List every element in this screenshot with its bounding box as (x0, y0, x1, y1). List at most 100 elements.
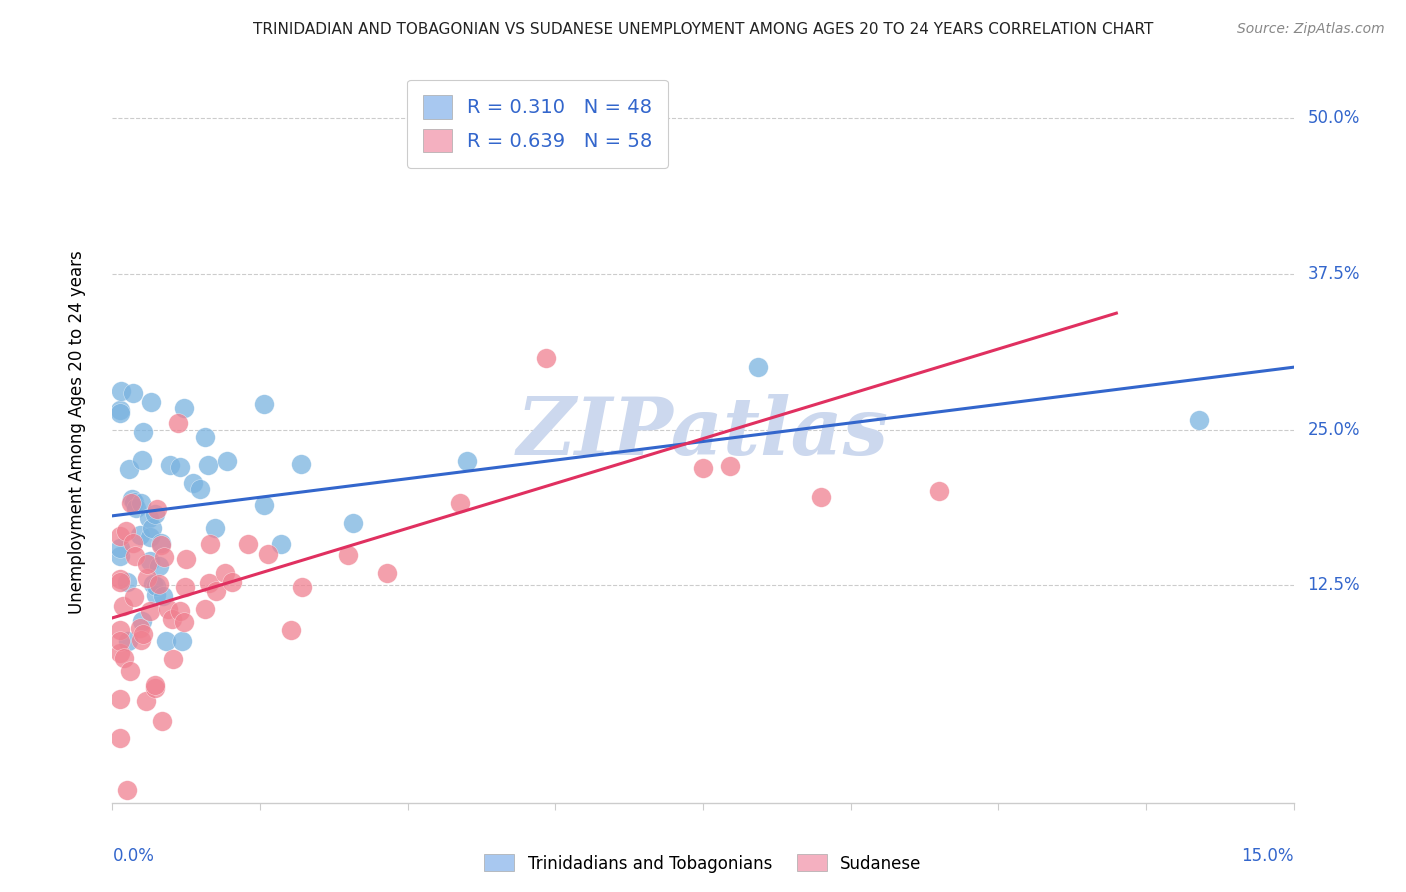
Point (253, 499, 276, 513)
Point (169, 604, 191, 618)
Point (152, 589, 174, 603)
Point (150, 538, 173, 552)
Point (718, 458, 741, 473)
Point (198, 576, 221, 591)
Point (236, 537, 259, 551)
Point (125, 501, 148, 516)
Point (142, 577, 165, 591)
Point (131, 453, 153, 467)
Point (145, 579, 167, 593)
Point (188, 482, 211, 496)
Point (160, 612, 183, 626)
Point (117, 634, 139, 648)
Text: 15.0%: 15.0% (1241, 847, 1294, 865)
Point (205, 584, 228, 599)
Point (148, 577, 170, 591)
Point (143, 681, 166, 696)
Point (148, 559, 170, 574)
Point (204, 521, 226, 535)
Point (110, 646, 132, 660)
Point (122, 536, 145, 550)
Point (337, 549, 360, 563)
Point (221, 575, 243, 590)
Point (115, 524, 138, 538)
Point (173, 401, 195, 415)
Point (139, 530, 162, 544)
Point (197, 458, 219, 472)
Point (145, 588, 167, 602)
Point (150, 536, 173, 550)
Point (131, 633, 153, 648)
Point (534, 351, 557, 365)
Point (110, 384, 132, 398)
Legend: R = 0.310   N = 48, R = 0.639   N = 58: R = 0.310 N = 48, R = 0.639 N = 58 (408, 79, 668, 168)
Point (110, 541, 132, 555)
Point (172, 634, 194, 648)
Point (110, 575, 132, 590)
Point (589, 124, 612, 138)
Point (110, 529, 132, 543)
Point (128, 621, 150, 635)
Point (449, 496, 471, 510)
Point (162, 652, 184, 666)
Point (135, 570, 157, 584)
Point (121, 492, 143, 507)
Point (110, 406, 132, 420)
Point (928, 484, 950, 499)
Point (129, 528, 152, 542)
Text: ZIPatlas: ZIPatlas (517, 394, 889, 471)
Point (110, 623, 132, 637)
Point (280, 624, 302, 638)
Point (135, 694, 157, 708)
Point (131, 425, 153, 440)
Point (121, 386, 143, 401)
Point (291, 580, 314, 594)
Point (157, 602, 180, 616)
Point (217, 454, 239, 468)
Point (138, 511, 160, 525)
Point (110, 549, 132, 564)
Point (143, 678, 166, 692)
Point (183, 476, 205, 491)
Point (124, 549, 146, 563)
Point (115, 783, 138, 797)
Point (159, 458, 181, 472)
Point (122, 590, 145, 604)
Text: 50.0%: 50.0% (1308, 110, 1360, 128)
Point (115, 575, 138, 590)
Point (132, 626, 155, 640)
Point (129, 496, 152, 510)
Point (198, 536, 221, 550)
Point (118, 462, 141, 476)
Point (194, 430, 217, 444)
Point (122, 495, 145, 509)
Point (110, 731, 132, 745)
Text: TRINIDADIAN AND TOBAGONIAN VS SUDANESE UNEMPLOYMENT AMONG AGES 20 TO 24 YEARS CO: TRINIDADIAN AND TOBAGONIAN VS SUDANESE U… (253, 22, 1153, 37)
Point (174, 551, 197, 566)
Point (120, 496, 142, 510)
Point (456, 453, 478, 467)
Point (214, 566, 236, 580)
Point (110, 572, 132, 586)
Point (342, 516, 364, 530)
Point (141, 521, 163, 535)
Point (173, 615, 195, 629)
Point (169, 460, 191, 475)
Point (174, 580, 197, 594)
Legend: Trinidadians and Tobagonians, Sudanese: Trinidadians and Tobagonians, Sudanese (478, 847, 928, 880)
Point (136, 557, 159, 571)
Point (141, 395, 163, 409)
Point (155, 634, 177, 648)
Point (110, 691, 132, 706)
Point (110, 634, 132, 648)
Point (810, 490, 832, 504)
Point (150, 714, 173, 729)
Point (131, 614, 153, 628)
Point (167, 416, 190, 430)
Point (692, 461, 714, 475)
Point (290, 457, 312, 471)
Point (1188, 413, 1211, 427)
Point (143, 507, 166, 521)
Y-axis label: Unemployment Among Ages 20 to 24 years: Unemployment Among Ages 20 to 24 years (67, 251, 86, 615)
Point (139, 554, 162, 568)
